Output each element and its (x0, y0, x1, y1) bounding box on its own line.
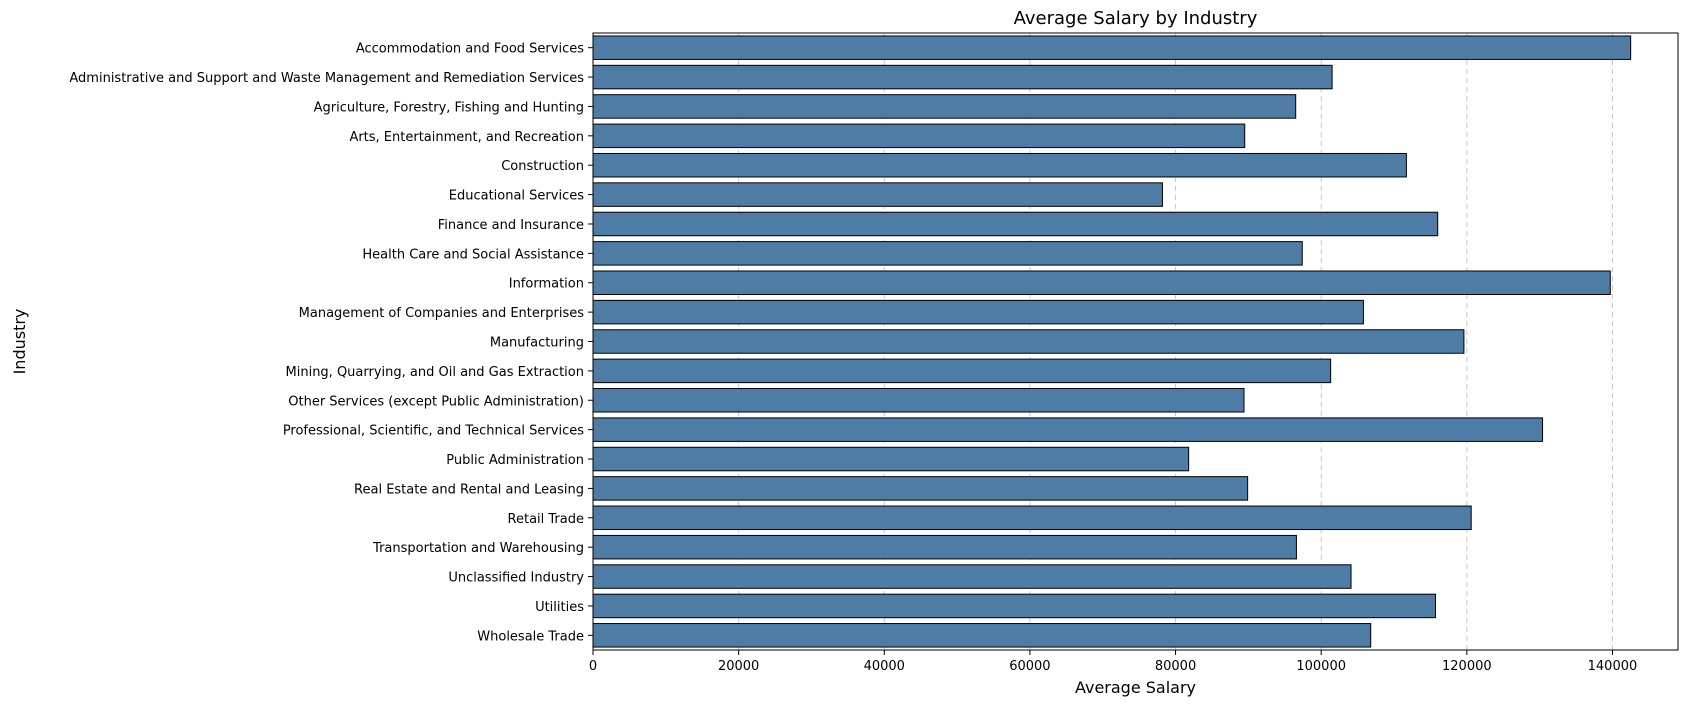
y-tick-label: Finance and Insurance (438, 218, 584, 233)
bar (592, 94, 1297, 119)
chart-title: Average Salary by Industry (1014, 8, 1258, 29)
bar (592, 35, 1632, 60)
y-tick-label: Health Care and Social Assistance (362, 247, 584, 262)
bar (592, 270, 1611, 295)
y-tick-label: Administrative and Support and Waste Man… (69, 71, 584, 86)
bar (592, 182, 1163, 207)
bars (592, 35, 1632, 648)
bar (592, 505, 1472, 531)
y-tick-label: Accommodation and Food Services (356, 42, 584, 57)
bar (592, 534, 1297, 560)
y-tick-label: Arts, Entertainment, and Recreation (349, 130, 584, 145)
x-tick-label: 60000 (1009, 659, 1050, 674)
bar (592, 476, 1249, 501)
y-axis-ticks: Accommodation and Food Services Administr… (69, 42, 593, 644)
bar (592, 358, 1332, 384)
y-tick-label: Other Services (except Public Administra… (288, 394, 584, 409)
bar (592, 564, 1352, 589)
y-tick-label: Public Administration (446, 453, 584, 468)
bar (592, 623, 1372, 648)
y-tick-label: Construction (501, 159, 584, 174)
bar (592, 211, 1439, 237)
bar (592, 446, 1190, 472)
y-tick-label: Agriculture, Forestry, Fishing and Hunti… (314, 100, 584, 115)
y-tick-label: Information (509, 277, 584, 292)
y-tick-label: Wholesale Trade (477, 629, 584, 644)
y-tick-label: Management of Companies and Enterprises (299, 306, 585, 321)
y-tick-label: Professional, Scientific, and Technical … (283, 424, 584, 439)
bar (592, 123, 1246, 149)
x-tick-label: 100000 (1296, 659, 1346, 674)
bar (592, 329, 1465, 354)
y-tick-label: Retail Trade (508, 512, 584, 527)
bar (592, 64, 1333, 90)
y-tick-label: Real Estate and Rental and Leasing (354, 482, 584, 497)
x-tick-label: 120000 (1442, 659, 1492, 674)
y-tick-label: Mining, Quarrying, and Oil and Gas Extra… (286, 365, 584, 380)
bar (592, 241, 1303, 266)
x-axis-label: Average Salary (1075, 678, 1196, 697)
y-tick-label: Educational Services (449, 189, 584, 204)
y-tick-label: Utilities (535, 600, 584, 615)
x-tick-label: 40000 (864, 659, 905, 674)
x-tick-label: 0 (589, 659, 597, 674)
x-tick-label: 140000 (1588, 659, 1638, 674)
bar (592, 152, 1407, 178)
y-tick-label: Manufacturing (490, 336, 584, 351)
x-axis-ticks: 0 20000 40000 60000 80000 100000 120000 140000 (589, 650, 1637, 674)
bar (592, 417, 1544, 442)
x-tick-label: 80000 (1155, 659, 1196, 674)
bar (592, 388, 1245, 413)
bar (592, 299, 1364, 325)
y-tick-label: Transportation and Warehousing (372, 541, 584, 556)
y-axis-label: Industry (10, 309, 29, 375)
x-tick-label: 20000 (718, 659, 759, 674)
y-tick-label: Unclassified Industry (448, 571, 584, 586)
bar (592, 593, 1437, 619)
